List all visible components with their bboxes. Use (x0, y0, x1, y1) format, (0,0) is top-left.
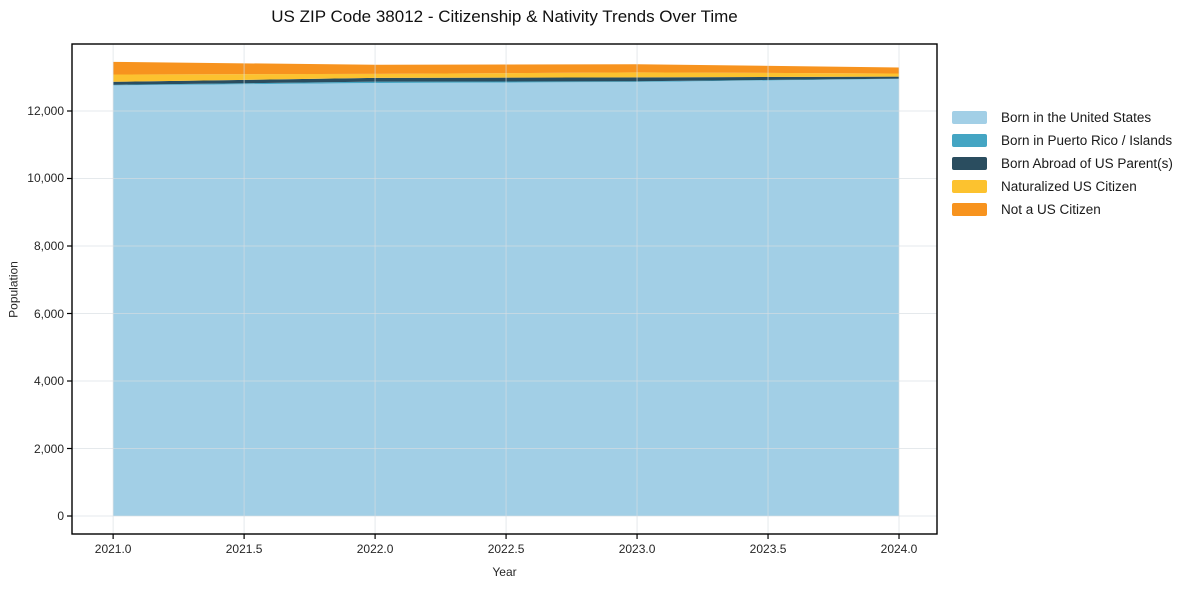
x-axis-label: Year (492, 565, 517, 579)
legend-label: Born Abroad of US Parent(s) (1001, 156, 1173, 171)
x-tick-label: 2022.5 (487, 542, 525, 556)
legend-swatch (952, 203, 987, 216)
x-tick-label: 2023.5 (749, 542, 787, 556)
y-tick-label: 0 (57, 509, 64, 523)
legend-label: Not a US Citizen (1001, 202, 1101, 217)
chart-title: US ZIP Code 38012 - Citizenship & Nativi… (271, 7, 738, 26)
y-tick-label: 8,000 (33, 239, 64, 253)
x-tick-label: 2021.5 (225, 542, 263, 556)
legend-item: Naturalized US Citizen (952, 180, 1173, 193)
x-tick-label: 2023.0 (618, 542, 656, 556)
legend-swatch (952, 180, 987, 193)
legend-item: Born Abroad of US Parent(s) (952, 157, 1173, 170)
legend: Born in the United States Born in Puerto … (952, 111, 1173, 216)
legend-item: Born in Puerto Rico / Islands (952, 134, 1173, 147)
x-tick-label: 2021.0 (94, 542, 132, 556)
legend-label: Naturalized US Citizen (1001, 179, 1137, 194)
plot-border (71, 43, 938, 535)
legend-label: Born in the United States (1001, 110, 1152, 125)
legend-item: Born in the United States (952, 111, 1173, 124)
y-tick-label: 2,000 (33, 441, 64, 456)
x-tick-label: 2022.0 (356, 542, 394, 556)
y-tick-label: 4,000 (33, 374, 64, 388)
y-tick-label: 10,000 (27, 171, 64, 186)
plot-area (67, 43, 938, 539)
legend-swatch (952, 157, 987, 170)
x-tick-label: 2024.0 (880, 542, 918, 556)
legend-swatch (952, 111, 987, 124)
legend-item: Not a US Citizen (952, 203, 1173, 216)
legend-label: Born in Puerto Rico / Islands (1001, 133, 1173, 148)
legend-swatch (952, 134, 987, 147)
y-tick-label: 12,000 (27, 103, 64, 118)
y-tick-label: 6,000 (33, 306, 64, 321)
